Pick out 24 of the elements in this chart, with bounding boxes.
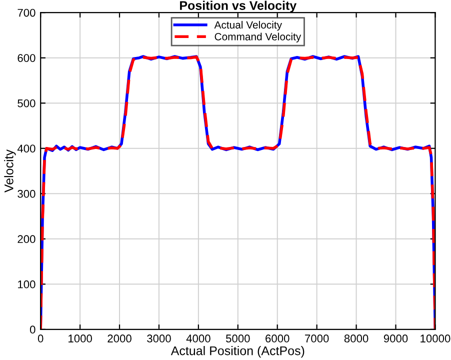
- x-tick-label: 10000: [420, 334, 450, 342]
- y-tick-label: 600: [18, 54, 36, 62]
- x-axis-title: Actual Position (ActPos): [170, 346, 304, 358]
- x-tick-label: 0: [38, 334, 44, 342]
- y-tick-label: 700: [18, 8, 36, 17]
- x-tick-label: 7000: [305, 334, 329, 342]
- x-tick-label: 4000: [186, 334, 210, 342]
- x-tick-label: 9000: [384, 334, 408, 342]
- x-tick-label: 6000: [266, 334, 290, 342]
- y-tick-label: 100: [18, 280, 36, 288]
- y-axis-title: Velocity: [4, 149, 16, 192]
- legend-label: Actual Velocity: [214, 20, 282, 31]
- y-tick-label: 400: [17, 144, 36, 153]
- chart-title: Position vs Velocity: [180, 0, 297, 12]
- x-tick-label: 3000: [147, 334, 171, 342]
- y-tick-label: 200: [18, 235, 36, 244]
- y-tick-label: 300: [18, 190, 36, 198]
- x-tick-label: 2000: [108, 334, 132, 342]
- legend-label: Command Velocity: [214, 32, 302, 42]
- x-tick-label: 5000: [226, 334, 250, 342]
- y-tick-label: 500: [18, 99, 36, 108]
- x-tick-label: 1000: [68, 334, 92, 342]
- y-tick-label: 0: [30, 326, 36, 334]
- x-tick-label: 8000: [344, 334, 368, 342]
